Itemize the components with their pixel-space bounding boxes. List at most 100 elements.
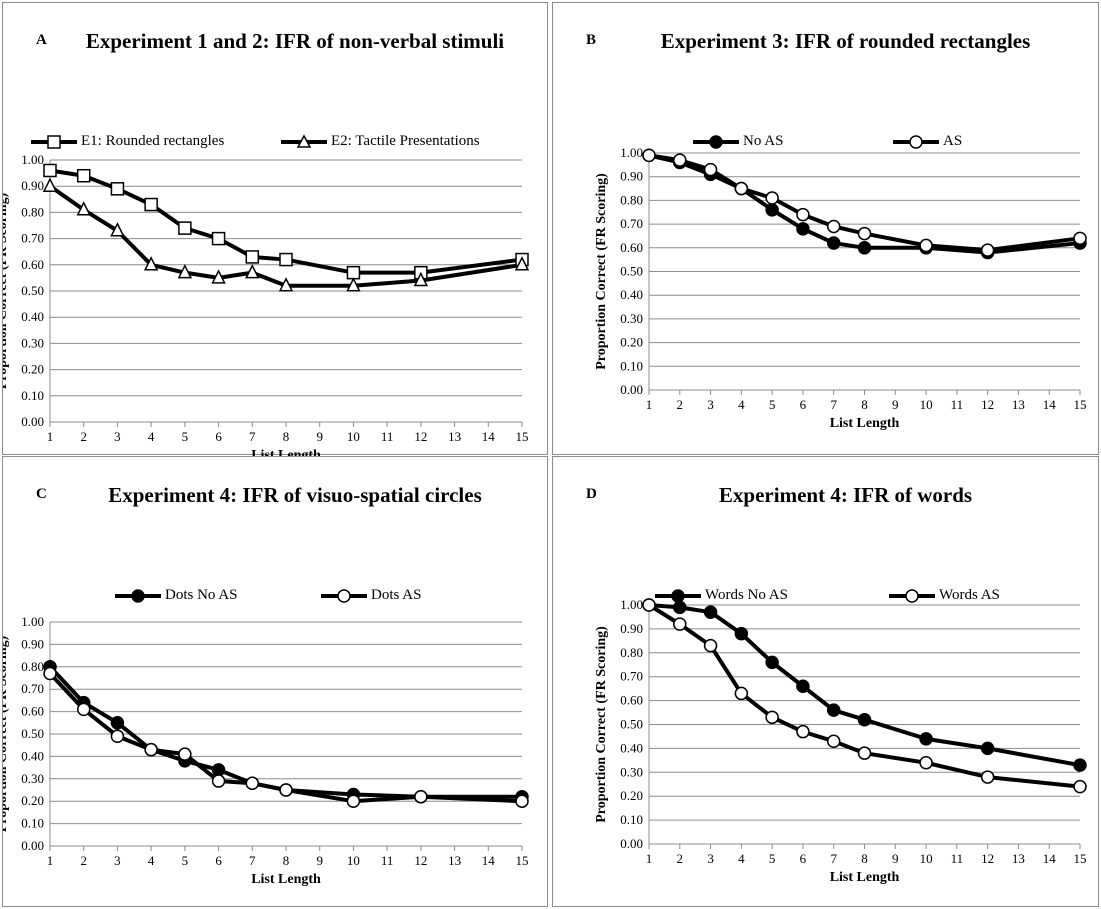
y-tick-label: 0.40 [620,740,643,755]
x-tick-label: 15 [516,853,529,868]
legend-label: No AS [743,133,784,149]
x-tick-label: 12 [414,429,427,444]
data-point [1073,779,1087,794]
x-tick-label: 2 [80,853,87,868]
panel-letter: A [36,32,47,48]
x-tick-label: 13 [1012,851,1025,866]
x-tick-label: 1 [646,397,653,412]
legend-item: E1: Rounded rectangles [29,133,224,150]
y-tick-label: 0.60 [21,704,44,719]
x-tick-label: 14 [1043,397,1057,412]
data-point [245,263,260,279]
x-tick-label: 5 [769,397,776,412]
data-point [76,168,91,183]
data-point [414,789,428,804]
y-tick-label: 0.10 [620,812,643,827]
x-tick-label: 1 [47,429,54,444]
x-tick-label: 3 [707,397,714,412]
x-tick-label: 3 [114,853,121,868]
y-tick-label: 0.20 [620,788,643,803]
legend-item: Words AS [887,587,1000,604]
x-tick-label: 12 [414,853,427,868]
x-tick-label: 11 [951,397,964,412]
legend-label: Words No AS [705,587,788,603]
x-axis-title: List Length [830,870,900,885]
data-point [178,747,192,761]
data-point [279,783,293,797]
data-point [826,219,841,234]
data-point [110,222,125,237]
legend-filled-circle-marker-icon [693,134,739,149]
y-tick-label: 0.90 [620,169,643,184]
y-tick-label: 0.30 [620,311,643,326]
x-tick-label: 11 [381,429,394,444]
data-point [826,734,841,748]
y-tick-label: 0.50 [21,726,44,741]
data-point [734,181,749,196]
x-tick-label: 15 [1074,397,1087,412]
x-tick-label: 9 [316,853,323,868]
x-axis-title: List Length [251,448,321,456]
x-tick-label: 4 [738,397,745,412]
y-tick-label: 0.90 [21,636,44,651]
x-tick-label: 10 [920,397,933,412]
y-tick-label: 0.40 [21,748,44,763]
data-point [144,197,158,212]
data-point [515,794,529,808]
x-tick-label: 3 [707,851,714,866]
x-tick-label: 2 [80,429,87,444]
x-axis-title: List Length [251,872,321,887]
data-point [42,177,58,192]
y-tick-label: 0.80 [21,659,44,674]
data-point [673,153,687,167]
y-tick-label: 0.10 [21,816,44,831]
data-point [110,716,125,730]
x-tick-label: 13 [1012,397,1025,412]
data-point [980,243,995,257]
x-tick-label: 14 [1043,851,1057,866]
legend-triangle-marker-icon [281,133,327,148]
legend-item: Dots No AS [113,587,238,604]
legend-item: Words No AS [653,587,788,604]
legend-square-marker-icon [31,134,77,149]
data-point [642,598,656,612]
x-tick-label: 13 [448,853,461,868]
data-point [673,600,687,615]
data-point [857,226,872,241]
x-tick-label: 8 [283,429,290,444]
chart-title: Experiment 4: IFR of visuo-spatial circl… [108,483,482,507]
legend-item: E2: Tactile Presentations [279,133,480,150]
y-tick-label: 0.60 [620,693,643,708]
y-tick-label: 0.50 [21,283,44,298]
plot-area: 0.00 0.10 0.20 0.30 0.40 0.50 0.60 0.70 0.80 0.90… [3,614,529,887]
data-point [413,271,429,287]
chart-panel-c: C Experiment 4: IFR of visuo-spatial cir… [2,456,548,907]
data-point [857,746,872,760]
data-point [826,703,841,717]
y-tick-label: 0.00 [21,414,44,429]
x-tick-label: 11 [951,851,964,866]
data-point [857,241,872,255]
data-point [765,655,779,670]
data-point [177,263,193,279]
x-tick-label: 9 [892,397,899,412]
y-tick-label: 0.60 [21,257,44,272]
data-point [110,729,125,743]
x-tick-label: 8 [283,853,290,868]
y-tick-label: 0.80 [620,192,643,207]
data-point [1073,231,1087,246]
y-tick-label: 0.30 [21,771,44,786]
x-tick-label: 12 [981,851,994,866]
x-tick-label: 8 [861,397,868,412]
data-point [765,203,779,217]
data-point [178,221,192,235]
data-point [796,222,810,236]
data-point [346,794,361,808]
chart-title: Experiment 1 and 2: IFR of non-verbal st… [85,29,505,53]
x-tick-label: 4 [148,429,155,444]
y-tick-label: 0.30 [620,764,643,779]
y-tick-label: 0.50 [620,717,643,732]
x-tick-label: 12 [981,397,994,412]
y-tick-label: 0.40 [620,287,643,302]
x-tick-label: 4 [148,853,155,868]
